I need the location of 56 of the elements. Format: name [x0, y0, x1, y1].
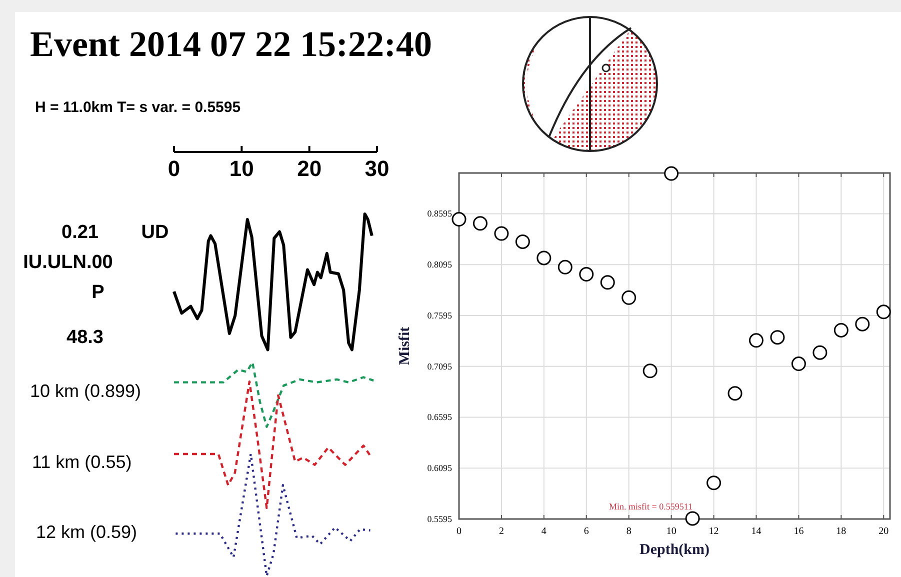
point: [622, 290, 636, 305]
x-tick-label: 0: [168, 156, 180, 181]
text: 48.3: [66, 327, 104, 348]
point: [515, 234, 530, 249]
point: [728, 386, 742, 401]
point: [791, 356, 806, 372]
point: [642, 364, 658, 378]
chart-subtitle: H = 11.0km T= s var. = 0.5595: [35, 99, 241, 116]
point: [812, 345, 828, 360]
chart-title: Event 2014 07 22 15:22:40: [30, 24, 432, 64]
point: [685, 511, 700, 526]
y-tick-label: 0.7095: [427, 361, 452, 372]
point: [600, 275, 615, 290]
x-tick-label: 12: [708, 526, 719, 537]
text: 11 km (0.55): [32, 452, 132, 472]
text: IU.ULN.00: [23, 252, 113, 273]
point: [494, 226, 509, 241]
point: [579, 267, 594, 282]
text: UD: [141, 222, 169, 243]
y-tick-label: 0.6095: [427, 463, 452, 474]
point: [536, 250, 552, 266]
x-axis-title: Depth(km): [640, 542, 710, 558]
x-tick-label: 20: [878, 526, 889, 537]
annotation: Min. misfit = 0.559511: [609, 501, 693, 512]
x-tick-label: 20: [297, 156, 322, 181]
point: [834, 322, 848, 338]
point: [770, 330, 785, 345]
y-tick-label: 0.6595: [427, 412, 452, 422]
y-tick-label: 0.8095: [427, 260, 452, 270]
text: 0.21: [62, 222, 99, 243]
x-tick-label: 10: [666, 526, 676, 537]
point: [855, 316, 870, 332]
point: [748, 333, 764, 348]
y-tick-label: 0.5595: [427, 514, 452, 524]
point: [664, 166, 679, 181]
text: P: [92, 282, 105, 303]
point: [472, 216, 488, 231]
point: [452, 212, 466, 227]
y-tick-label: 0.8595: [427, 208, 452, 219]
x-tick-label: 30: [364, 156, 390, 181]
x-tick-label: 16: [794, 526, 804, 537]
text: 12 km (0.59): [36, 522, 138, 542]
x-tick-label: 4: [541, 526, 546, 537]
y-tick-label: 0.7595: [427, 310, 452, 320]
x-tick-label: 0: [456, 526, 462, 537]
x-tick-label: 8: [626, 526, 632, 537]
x-tick-label: 10: [229, 156, 254, 181]
series-label: 10 km (0.899): [30, 381, 142, 401]
x-tick-label: 6: [584, 526, 589, 537]
point: [876, 304, 891, 320]
x-tick-label: 2: [498, 526, 504, 537]
point: [558, 260, 572, 274]
y-axis-title: Misfit: [397, 326, 413, 366]
x-tick-label: 18: [836, 526, 846, 537]
x-tick-label: 14: [751, 526, 762, 537]
point: [706, 476, 722, 490]
